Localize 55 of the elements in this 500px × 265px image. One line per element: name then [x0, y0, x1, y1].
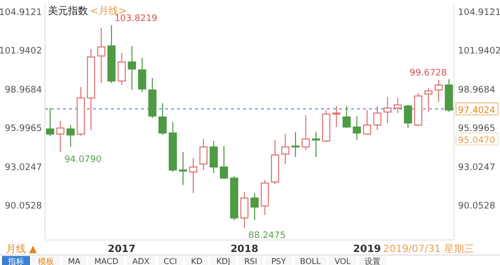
candlestick — [178, 152, 188, 186]
text: RSI — [244, 257, 258, 265]
y-tick-label: 90.0528 — [4, 202, 42, 212]
candlestick — [434, 79, 443, 102]
y-tick-label: 93.0247 — [4, 162, 42, 173]
candlestick — [240, 192, 248, 229]
annotation: 103.8219 — [114, 14, 158, 24]
y2-tick-label: 101.9402 — [458, 46, 500, 57]
y-tick-label: 95.9965 — [4, 124, 42, 134]
candlestick — [373, 106, 382, 130]
x-tick-label: 2017 — [108, 244, 136, 255]
x-tick-label: 2019 — [353, 244, 382, 255]
candlestick — [189, 158, 198, 194]
ref-line-label: 97.4024 — [458, 106, 496, 116]
text: 95.0470 — [458, 136, 496, 146]
y2-tick-label: 95.9965 — [458, 124, 496, 134]
x-tick-label: 2018 — [230, 244, 258, 255]
text: MA — [68, 257, 81, 265]
candlestick — [332, 106, 340, 128]
chart-title: 美元指数 — [48, 5, 88, 17]
text: 2019/07/31 星期三 — [383, 243, 474, 255]
candlestick — [312, 131, 320, 158]
text: CCI — [163, 257, 178, 265]
y2-tick-label: 98.9684 — [458, 85, 496, 96]
y2-tick-label: 93.0247 — [458, 162, 496, 173]
text: 指标 — [7, 257, 24, 265]
candlestick — [250, 192, 259, 221]
y2-tick-label: 104.9121 — [458, 8, 500, 18]
candlestick — [210, 140, 218, 174]
text: VOL — [334, 257, 352, 265]
text: ADX — [132, 257, 150, 265]
candlestick — [394, 97, 402, 114]
candlestick — [56, 120, 64, 153]
annotation: 99.6728 — [410, 68, 448, 78]
y-tick-label: 98.9684 — [4, 85, 42, 96]
text: MACD — [94, 257, 118, 265]
candlestick — [199, 138, 208, 171]
annotation: 88.2475 — [248, 231, 286, 242]
candlestick — [352, 116, 361, 141]
candlestick — [281, 134, 290, 165]
candlestick — [128, 45, 136, 90]
text: 设置 — [364, 257, 381, 265]
text: BOLL — [300, 257, 322, 265]
y-tick-label: 104.9121 — [0, 8, 42, 18]
candlestick — [97, 27, 106, 84]
text: 月线 ▲ — [6, 243, 38, 255]
candlestick — [383, 96, 392, 124]
text: PSY — [271, 257, 286, 265]
y2-tick-label: 90.0528 — [458, 202, 496, 212]
candlestick — [291, 131, 300, 158]
y-tick-label: 101.9402 — [0, 46, 42, 57]
text: KD — [191, 257, 202, 265]
annotation: 94.0790 — [64, 155, 102, 166]
text: 模板 — [38, 257, 54, 265]
candlestick — [86, 48, 96, 130]
